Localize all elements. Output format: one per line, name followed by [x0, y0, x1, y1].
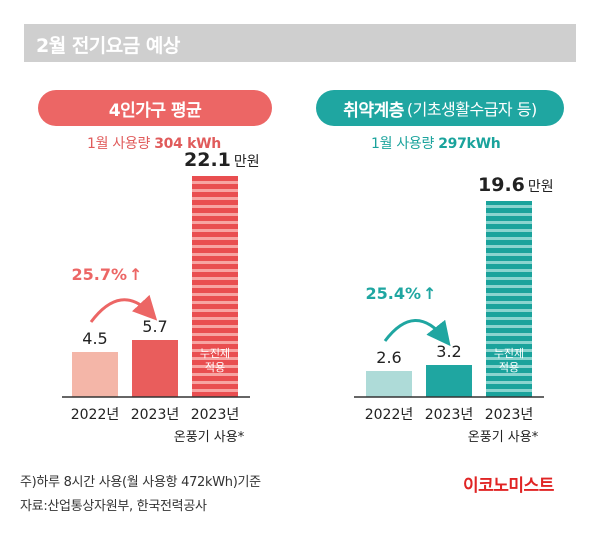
brand-logo: 이코노미스트 — [463, 476, 554, 496]
category-label-vulnerable-0: 2022년 — [365, 407, 414, 423]
unit-label-household: 만원 — [234, 154, 260, 170]
bar-note-line2-household: 적용 — [205, 361, 225, 374]
panel-title-vulnerable-sub: (기초생활수급자 등) — [406, 100, 537, 119]
category-note-vulnerable: 온풍기 사용* — [468, 430, 539, 445]
bar-vulnerable-2 — [486, 201, 532, 397]
bar-note-line1-household: 누진제 — [200, 347, 230, 360]
bar-note-line2-vulnerable: 적용 — [499, 361, 519, 374]
value-label-household-2: 22.1 만원 — [184, 149, 260, 171]
header-bar: 2월 전기요금 예상 — [24, 24, 576, 62]
usage-household-value: 304 kWh — [154, 136, 221, 152]
category-label-vulnerable-1: 2023년 — [425, 407, 474, 423]
panel-title-vulnerable-label: 취약계층 — [343, 100, 404, 121]
bar-household-1 — [132, 340, 178, 397]
usage-vulnerable-value: 297kWh — [438, 136, 501, 152]
growth-arrow-household — [89, 294, 158, 323]
bar-household-0 — [72, 352, 118, 397]
up-arrow-icon: ↑ — [423, 284, 436, 303]
usage-vulnerable-label: 1월 사용량 — [371, 136, 435, 152]
panel-title-household-label: 4인가구 평균 — [108, 100, 202, 121]
category-label-vulnerable-2: 2023년 — [485, 407, 534, 423]
category-label-household-2: 2023년 — [191, 407, 240, 423]
growth-annotation-vulnerable: 25.4% ↑ — [366, 284, 437, 303]
up-arrow-icon: ↑ — [129, 265, 142, 284]
panel-title-vulnerable: 취약계층 (기초생활수급자 등) — [316, 90, 564, 126]
growth-arrow-vulnerable — [383, 319, 451, 347]
unit-label-vulnerable: 만원 — [528, 179, 554, 195]
value-label-household-0: 4.5 — [82, 329, 107, 348]
category-note-household: 온풍기 사용* — [174, 430, 245, 445]
usage-household: 1월 사용량 304 kWh — [87, 133, 221, 153]
footnote-basis: 주)하루 8시간 사용(월 사용항 472kWh)기준 — [20, 475, 261, 490]
panel-title-household: 4인가구 평균 — [38, 90, 272, 126]
bar-note-line1-vulnerable: 누진제 — [494, 347, 524, 360]
value-label-vulnerable-0: 2.6 — [376, 348, 401, 367]
value-label-household-1: 5.7 — [142, 317, 167, 336]
usage-vulnerable: 1월 사용량 297kWh — [371, 133, 501, 153]
category-label-household-1: 2023년 — [131, 407, 180, 423]
category-label-household-0: 2022년 — [71, 407, 120, 423]
value-label-vulnerable-1: 3.2 — [436, 342, 461, 361]
footnote-source: 자료:산업통상자원부, 한국전력공사 — [20, 499, 207, 514]
value-label-vulnerable-2: 19.6 만원 — [478, 174, 554, 196]
usage-household-label: 1월 사용량 — [87, 136, 151, 152]
page-title: 2월 전기요금 예상 — [36, 35, 180, 57]
bar-vulnerable-1 — [426, 365, 472, 397]
growth-annotation-household: 25.7% ↑ — [72, 265, 143, 284]
bar-household-2 — [192, 176, 238, 397]
bar-vulnerable-0 — [366, 371, 412, 397]
